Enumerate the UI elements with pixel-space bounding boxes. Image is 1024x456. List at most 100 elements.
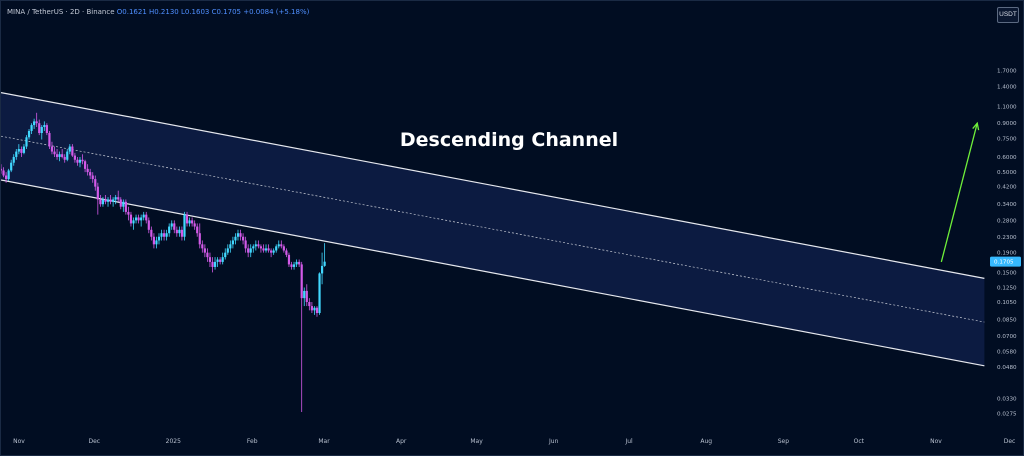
channel-lower-line [1,179,985,367]
candle-body [33,121,36,126]
y-tick-label: 0.1500 [997,270,1017,276]
candle-body [170,223,173,227]
candle-body [180,229,184,237]
last-price-tag [990,256,1021,267]
candle-body [280,244,283,247]
candle-body [83,161,87,169]
x-tick-label: Mar [318,438,330,445]
candle-body [109,199,112,202]
x-tick-label: Aug [700,438,712,445]
candle-body [305,290,308,303]
candle-body [264,248,268,251]
candle-body [270,250,273,253]
candle-body [61,154,64,157]
y-tick-label: 0.6000 [997,155,1017,161]
currency-badge[interactable]: USDT [997,7,1019,23]
candle-body [35,121,38,124]
candle-body [315,307,319,314]
candle-body [320,265,324,274]
candle-body [76,159,79,163]
candle-body [78,159,82,163]
candle-body [323,261,326,266]
candle-body [2,170,5,176]
x-tick-label: Jun [548,438,559,445]
candle-body [259,246,263,249]
candle-body [147,220,150,230]
candle-body [119,199,122,207]
y-tick-label: 0.2300 [997,235,1017,241]
x-tick-label: May [470,438,483,445]
candle-body [303,290,306,299]
candle-body [219,259,222,262]
candle-body [175,229,178,234]
channel-annotation: Descending Channel [400,129,618,151]
candle-body [134,217,138,221]
x-tick-label: Sep [778,438,790,445]
candle-body [249,248,252,253]
candle-body [112,199,115,202]
candle-body [124,201,127,212]
candle-body [226,248,229,253]
candle-body [155,240,158,245]
candle-body [234,236,237,241]
chart-header: MINA / TetherUS · 2D · Binance O0.1621 H… [7,8,309,16]
candle-body [66,151,69,160]
candle-body [267,248,270,251]
symbol-label[interactable]: MINA / TetherUS · 2D · Binance [7,8,115,16]
channel-mid-line [1,135,985,323]
candle-body [178,229,181,234]
candle-body [165,233,168,237]
candle-body [196,226,199,234]
candle-body [7,170,10,180]
candle-body [129,214,133,224]
y-tick-label: 0.1050 [997,300,1017,306]
x-tick-label: Oct [854,438,865,445]
candle-body [45,125,48,134]
candle-body [310,306,313,311]
x-tick-label: Jul [624,438,633,445]
candle-body [114,197,117,200]
candle-body [300,264,303,299]
y-tick-label: 1.1000 [997,105,1017,111]
y-tick-label: 1.7000 [997,68,1017,74]
candle-body [224,252,227,258]
breakout-arrow-head [972,121,980,131]
candle-body [132,220,135,224]
y-tick-label: 0.9000 [997,121,1017,127]
candle-body [318,273,321,314]
candle-body [287,254,291,265]
candle-body [173,223,176,230]
candle-body [30,125,33,131]
candle-body [252,246,255,249]
candle-body [145,214,148,221]
channel-layer [1,92,985,367]
candle-body [221,257,224,262]
candle-body [25,137,28,147]
candle-body [282,246,285,251]
candle-body [160,233,163,237]
candle-body [127,211,130,215]
y-tick-label: 1.4000 [997,84,1017,90]
candle-body [73,155,76,160]
candle-body [12,156,15,163]
candle-body [236,233,240,237]
candle-body [91,175,94,180]
candle-body [157,236,161,241]
candle-body [254,244,257,247]
time-axis: Nov Dec 2025 Feb Mar Apr May Jun Jul Aug Sep Oct Nov… [13,438,1015,445]
candle-body [183,214,186,237]
x-tick-label: Nov [13,438,25,445]
candle-body [27,130,31,138]
candle-body [99,199,102,205]
price-axis: 1.7000 1.4000 1.1000 0.9000 0.7500 0.6000 0.50… [990,68,1021,418]
candle-body [15,151,18,157]
candle-body [162,233,166,237]
y-tick-label: 0.2800 [997,218,1017,224]
candle-body [290,264,293,267]
candle-body [247,248,250,253]
y-tick-label: 0.1250 [997,285,1017,291]
y-tick-label: 0.1900 [997,251,1017,257]
candle-body [152,236,155,245]
breakout-arrow [940,123,978,263]
